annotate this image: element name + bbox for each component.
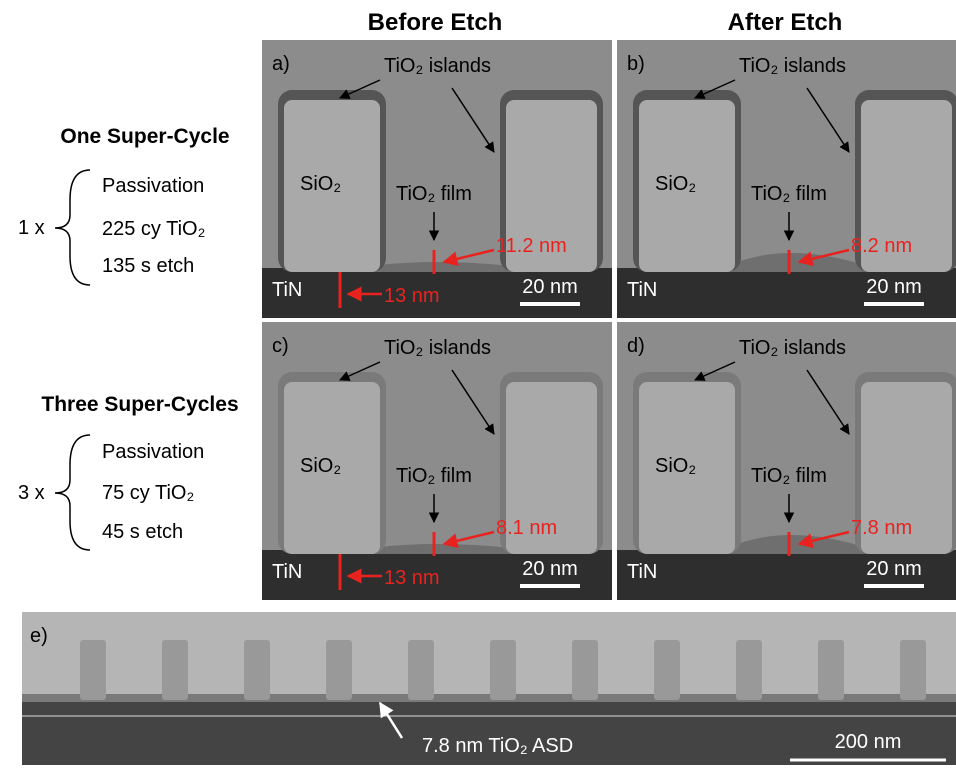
film-label: TiO₂ film [396,465,472,487]
substrate-label: TiN [627,279,657,301]
scale-label: 200 nm [835,731,902,753]
multiplier: 3 x [18,482,45,504]
pillar [736,640,762,700]
step: Passivation [102,441,204,463]
film-thickness: 7.8 nm [851,517,912,539]
substrate-label: TiN [272,561,302,583]
brace [55,170,90,285]
pillar [326,640,352,700]
islands-label: TiO₂ islands [739,55,846,77]
pillar [244,640,270,700]
multiplier: 1 x [18,217,45,239]
islands-label: TiO₂ islands [739,337,846,359]
tin-thickness: 13 nm [384,567,440,589]
scale-label: 20 nm [522,276,578,298]
pillar [654,640,680,700]
tem-panel: d) TiO₂ islands SiO₂ TiO₂ film 7.8 nm TiN 20 n… [617,322,956,600]
row-title: Three Super-Cycles [41,393,238,416]
pillar-label: SiO₂ [655,173,696,195]
column-header: Before Etch [368,9,503,36]
step: 75 cy TiO₂ [102,482,194,504]
pillar-label: SiO₂ [655,455,696,477]
pillar [572,640,598,700]
step: Passivation [102,175,204,197]
pillar [80,640,106,700]
pillar-label: SiO₂ [300,173,341,195]
scale-label: 20 nm [866,558,922,580]
pillar-label: SiO₂ [300,455,341,477]
row-title: One Super-Cycle [60,125,229,148]
pillar [408,640,434,700]
brace [55,435,90,550]
panel-label: e) [30,625,48,647]
step: 135 s etch [102,255,194,277]
film-label: TiO₂ film [751,465,827,487]
film-label: TiO₂ film [396,183,472,205]
islands-label: TiO₂ islands [384,55,491,77]
panel-label: c) [272,335,289,357]
tem-panel: a) TiO₂ islands SiO₂ TiO₂ film 11.2 nm TiN 13 … [262,40,612,318]
film-thickness: 11.2 nm [496,235,567,257]
pillar [490,640,516,700]
annotation: 7.8 nm TiO₂ ASD [422,735,573,757]
tin-thickness: 13 nm [384,285,440,307]
step: 225 cy TiO₂ [102,218,205,240]
panel-label: b) [627,53,645,75]
overview-panel: e) 7.8 nm TiO₂ ASD 200 nm [22,612,956,765]
tem-panel: b) TiO₂ islands SiO₂ TiO₂ film 8.2 nm TiN 20 n… [617,40,956,318]
panel-label: a) [272,53,290,75]
scale-label: 20 nm [866,276,922,298]
substrate-label: TiN [272,279,302,301]
film-label: TiO₂ film [751,183,827,205]
pillar [900,640,926,700]
step: 45 s etch [102,521,183,543]
figure: Before Etch After Etch One Super-Cycle 1… [0,0,956,765]
film-thickness: 8.2 nm [851,235,912,257]
pillar [818,640,844,700]
film-thickness: 8.1 nm [496,517,557,539]
tem-panel: c) TiO₂ islands SiO₂ TiO₂ film 8.1 nm TiN 13 n… [262,322,612,600]
substrate-label: TiN [627,561,657,583]
scale-label: 20 nm [522,558,578,580]
column-header: After Etch [728,9,843,36]
islands-label: TiO₂ islands [384,337,491,359]
panel-label: d) [627,335,645,357]
pillar [162,640,188,700]
